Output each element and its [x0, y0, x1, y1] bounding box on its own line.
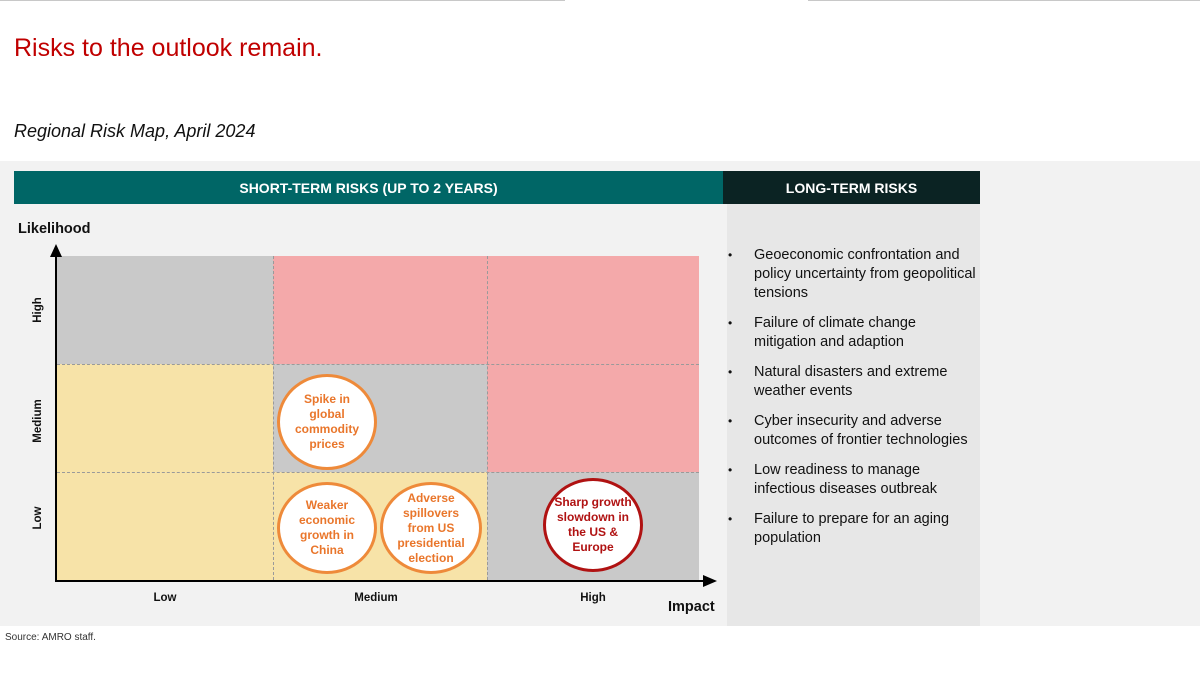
risk-bubble-us-election: Adverse spillovers from US presidential …: [380, 482, 482, 574]
grid-line-vertical: [487, 256, 488, 580]
source-note: Source: AMRO staff.: [5, 632, 96, 643]
likelihood-label-high: High: [32, 297, 44, 323]
top-rule-right: [808, 0, 1200, 1]
matrix-cell-high-high: [487, 256, 699, 364]
long-term-risk-item: Low readiness to manage infectious disea…: [728, 461, 976, 499]
risk-bubble-us-europe-slowdown: Sharp growth slowdown in the US & Europe: [543, 478, 643, 572]
likelihood-label-low: Low: [32, 506, 44, 530]
grid-line-horizontal: [57, 364, 699, 365]
long-term-risk-item: Natural disasters and extreme weather ev…: [728, 363, 976, 401]
long-term-risk-item: Cyber insecurity and adverse outcomes of…: [728, 412, 976, 450]
matrix-cell-medium-low: [57, 364, 273, 472]
long-term-risks-header: LONG-TERM RISKS: [723, 171, 980, 204]
grid-line-horizontal: [57, 472, 699, 473]
impact-label-high: High: [580, 592, 606, 604]
matrix-cell-high-medium: [273, 256, 487, 364]
long-term-risk-item: Geoeconomic confrontation and policy unc…: [728, 246, 976, 303]
likelihood-label-medium: Medium: [32, 399, 44, 443]
risk-bubble-commodity-prices: Spike in global commodity prices: [277, 374, 377, 470]
slide-subtitle: Regional Risk Map, April 2024: [14, 121, 256, 141]
risk-bubble-china-growth: Weaker economic growth in China: [277, 482, 377, 574]
matrix-cell-medium-high: [487, 364, 699, 472]
short-term-risks-header: SHORT-TERM RISKS (UP TO 2 YEARS): [14, 171, 723, 204]
impact-axis: [55, 580, 703, 582]
top-rule-left: [0, 0, 565, 1]
likelihood-axis: [55, 256, 57, 582]
impact-axis-arrow: [703, 575, 717, 587]
grid-line-vertical: [273, 256, 274, 580]
long-term-risks-list: Geoeconomic confrontation and policy unc…: [728, 246, 976, 559]
long-term-risk-item: Failure to prepare for an aging populati…: [728, 510, 976, 548]
impact-label-medium: Medium: [354, 592, 398, 604]
slide-title: Risks to the outlook remain.: [14, 34, 323, 62]
impact-label-low: Low: [153, 592, 177, 604]
long-term-risk-item: Failure of climate change mitigation and…: [728, 314, 976, 352]
impact-axis-title: Impact: [668, 599, 715, 615]
likelihood-axis-title: Likelihood: [18, 221, 91, 237]
likelihood-axis-arrow: [50, 244, 62, 257]
matrix-cell-low-low: [57, 472, 273, 580]
matrix-cell-high-low: [57, 256, 273, 364]
